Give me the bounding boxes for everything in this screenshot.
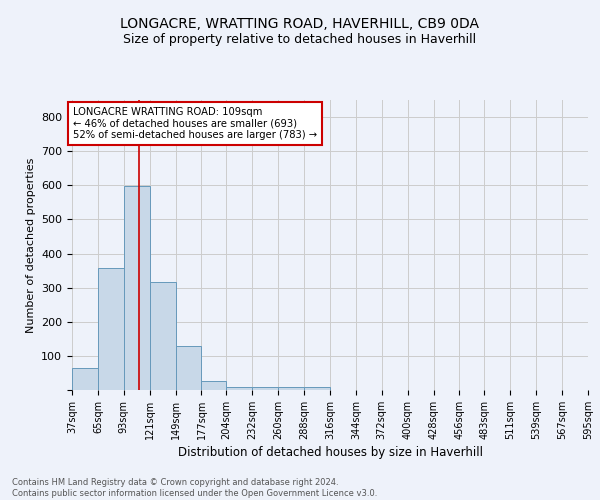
Bar — [72, 368, 98, 390]
Bar — [98, 268, 124, 390]
Bar — [304, 387, 330, 390]
Text: LONGACRE, WRATTING ROAD, HAVERHILL, CB9 0DA: LONGACRE, WRATTING ROAD, HAVERHILL, CB9 … — [121, 18, 479, 32]
Bar — [202, 381, 226, 390]
Text: Size of property relative to detached houses in Haverhill: Size of property relative to detached ho… — [124, 32, 476, 46]
Text: Distribution of detached houses by size in Haverhill: Distribution of detached houses by size … — [178, 446, 482, 459]
Bar — [124, 186, 149, 390]
Text: LONGACRE WRATTING ROAD: 109sqm
← 46% of detached houses are smaller (693)
52% of: LONGACRE WRATTING ROAD: 109sqm ← 46% of … — [73, 107, 317, 140]
Bar — [226, 387, 253, 390]
Bar — [176, 346, 202, 390]
Y-axis label: Number of detached properties: Number of detached properties — [26, 158, 35, 332]
Bar — [149, 282, 176, 390]
Text: Contains HM Land Registry data © Crown copyright and database right 2024.
Contai: Contains HM Land Registry data © Crown c… — [12, 478, 377, 498]
Bar — [253, 387, 278, 390]
Bar — [278, 387, 304, 390]
